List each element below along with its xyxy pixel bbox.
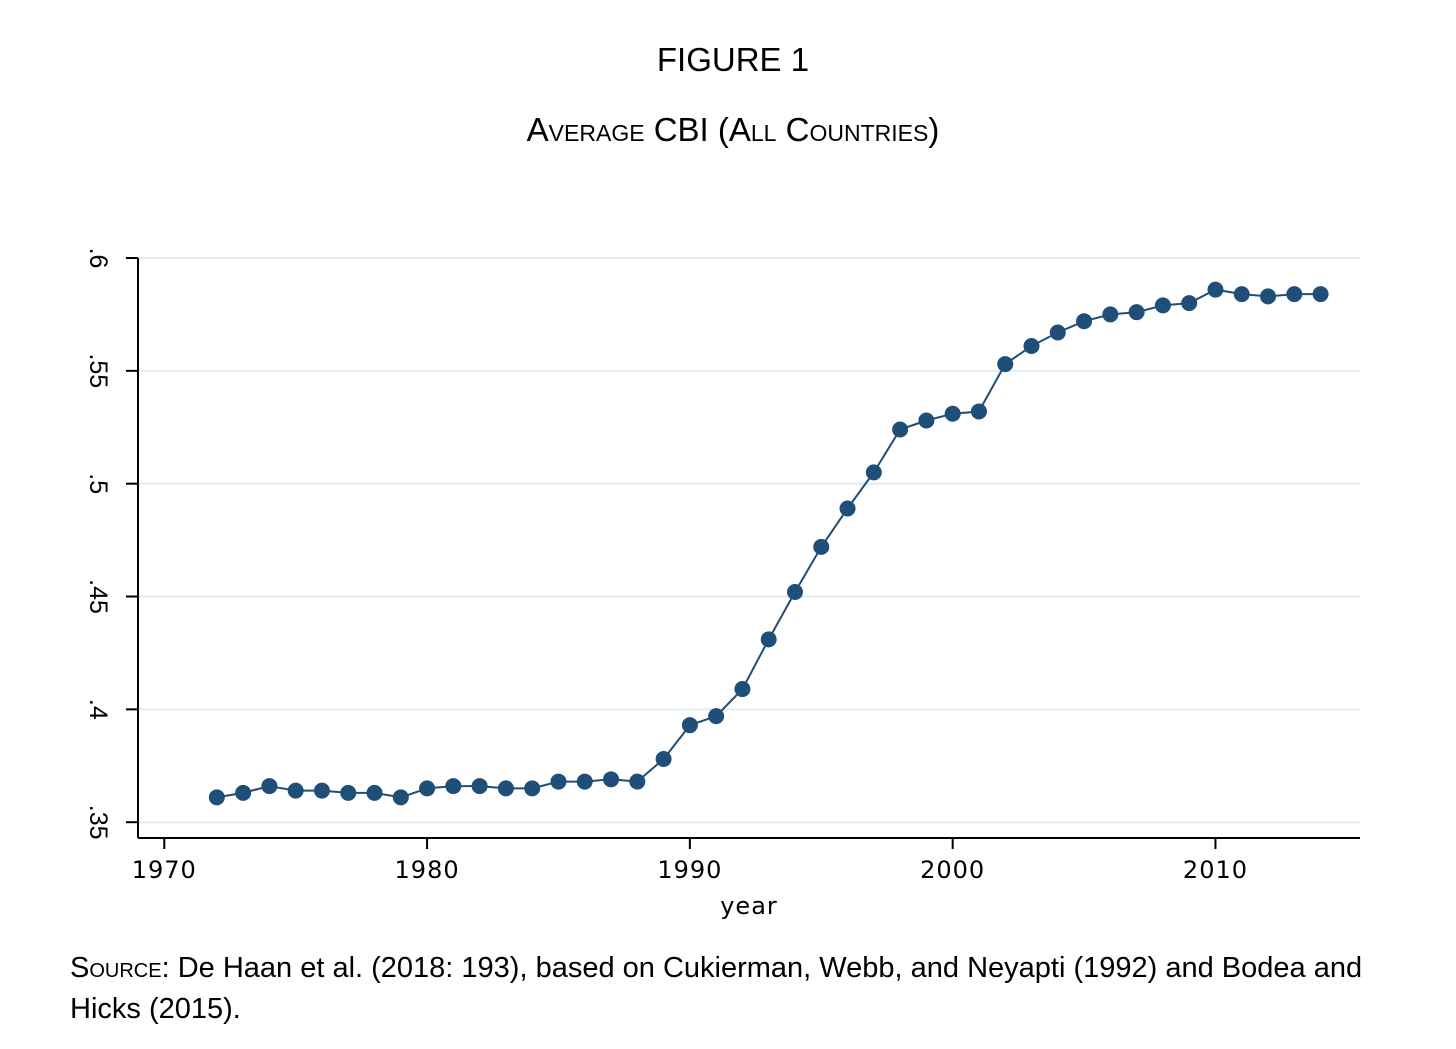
data-point — [392, 789, 409, 806]
source-note: Source: De Haan et al. (2018: 193), base… — [70, 948, 1400, 1030]
data-point — [261, 778, 278, 795]
data-point — [708, 708, 725, 725]
data-point — [1128, 304, 1145, 321]
x-tick-label: 2010 — [1183, 856, 1248, 884]
data-point — [576, 773, 593, 790]
grid-lines — [138, 257, 1360, 824]
data-point — [313, 782, 330, 799]
data-point — [865, 464, 882, 481]
y-tick-label: .6 — [84, 248, 112, 269]
source-text: : De Haan et al. (2018: 193), based on C… — [70, 952, 1363, 1025]
data-point — [786, 584, 803, 601]
data-point — [1181, 295, 1198, 312]
figure-title: Average CBI (All Countries) — [526, 111, 940, 148]
y-ticks: .35 .4 .45 .5 .55 .6 — [84, 248, 138, 840]
x-tick-label: 2000 — [920, 856, 985, 884]
data-point — [497, 780, 514, 797]
data-point — [1312, 286, 1329, 303]
data-point — [235, 784, 252, 801]
y-tick-label: .55 — [84, 353, 112, 388]
y-tick-label: .45 — [84, 579, 112, 614]
x-tick-label: 1970 — [132, 856, 197, 884]
x-ticks: 1970 1980 1990 2000 2010 — [132, 838, 1248, 884]
data-point — [550, 773, 567, 790]
data-point — [524, 780, 541, 797]
series-line — [216, 288, 1321, 799]
data-point — [734, 681, 751, 698]
y-tick-label: .35 — [84, 805, 112, 840]
data-point — [892, 421, 909, 438]
data-point — [1049, 324, 1066, 341]
data-point — [287, 782, 304, 799]
data-point — [997, 356, 1014, 373]
x-tick-label: 1980 — [395, 856, 460, 884]
data-point — [208, 789, 225, 806]
data-point — [1207, 281, 1224, 298]
data-point — [366, 784, 383, 801]
data-point — [944, 405, 961, 422]
data-point — [655, 751, 672, 768]
data-point — [445, 778, 462, 795]
data-point — [970, 403, 987, 420]
data-point — [471, 778, 488, 795]
figure-label: FIGURE 1 — [656, 41, 810, 78]
x-tick-label: 1990 — [657, 856, 722, 884]
data-point — [419, 780, 436, 797]
data-point — [1023, 338, 1040, 355]
data-point — [813, 538, 830, 555]
data-point — [1102, 306, 1119, 323]
data-point — [918, 412, 935, 429]
data-point — [629, 773, 646, 790]
data-point — [681, 717, 698, 734]
data-point — [839, 500, 856, 517]
source-lead: Source — [70, 952, 162, 984]
data-point — [340, 784, 357, 801]
data-point — [1260, 288, 1277, 305]
x-axis-label: year — [720, 892, 778, 920]
y-tick-label: .5 — [84, 473, 112, 494]
data-point — [1076, 313, 1093, 330]
y-tick-label: .4 — [84, 699, 112, 720]
data-point — [1233, 286, 1250, 303]
data-point — [1286, 286, 1303, 303]
axes — [137, 258, 1360, 839]
data-point — [760, 631, 777, 648]
data-point — [603, 771, 620, 788]
data-point — [1154, 297, 1171, 314]
cbi-line-chart: .35 .4 .45 .5 .55 .6 1970 1980 1990 2000 2010 yea… — [84, 248, 1360, 920]
series — [208, 281, 1329, 806]
